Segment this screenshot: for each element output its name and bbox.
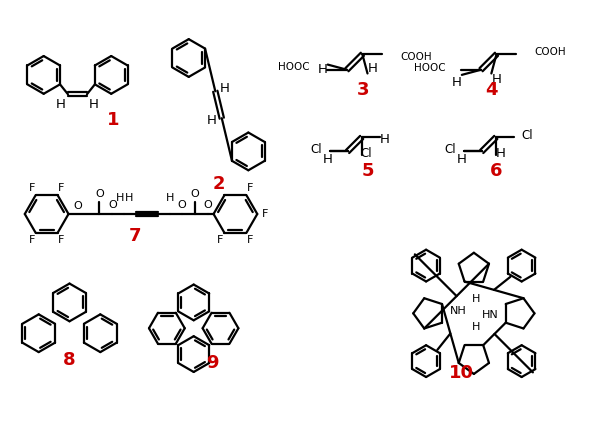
Text: F: F (29, 183, 35, 193)
Text: F: F (262, 209, 268, 219)
Text: H: H (125, 193, 134, 203)
Text: H: H (56, 98, 66, 111)
Text: H: H (116, 193, 125, 203)
Text: F: F (217, 235, 223, 245)
Text: Cl: Cl (361, 147, 373, 160)
Text: H: H (89, 98, 99, 111)
Text: HOOC: HOOC (414, 63, 445, 73)
Text: O: O (95, 189, 104, 199)
Text: O: O (73, 201, 82, 211)
Text: NH: NH (450, 306, 467, 316)
Text: O: O (109, 200, 117, 210)
Text: H: H (368, 62, 377, 75)
Text: 9: 9 (206, 354, 219, 372)
Text: H: H (491, 73, 501, 86)
Text: COOH: COOH (534, 47, 566, 57)
Text: Cl: Cl (444, 143, 456, 156)
Text: F: F (247, 235, 253, 245)
Text: H: H (323, 153, 332, 166)
Text: 1: 1 (107, 111, 119, 129)
Text: Cl: Cl (310, 143, 322, 156)
Text: HN: HN (482, 310, 498, 320)
Text: H: H (207, 114, 217, 127)
Text: COOH: COOH (400, 52, 432, 62)
Text: HOOC: HOOC (277, 62, 309, 72)
Text: H: H (452, 76, 462, 89)
Text: H: H (471, 322, 480, 332)
Text: O: O (203, 200, 212, 210)
Text: H: H (471, 294, 480, 305)
Text: 3: 3 (356, 81, 369, 99)
Text: H: H (496, 147, 506, 160)
Text: H: H (380, 133, 389, 146)
Text: H: H (457, 153, 467, 166)
Text: 7: 7 (129, 227, 141, 245)
Text: O: O (177, 200, 186, 210)
Text: F: F (29, 235, 35, 245)
Text: H: H (318, 63, 328, 76)
Text: 8: 8 (63, 351, 76, 369)
Text: H: H (220, 82, 230, 95)
Text: F: F (247, 183, 253, 193)
Text: H: H (166, 193, 174, 203)
Text: F: F (58, 183, 65, 193)
Text: 2: 2 (212, 175, 225, 193)
Text: F: F (58, 235, 65, 245)
Text: Cl: Cl (522, 129, 533, 142)
Text: O: O (190, 189, 199, 199)
Text: 4: 4 (486, 81, 498, 99)
Text: 10: 10 (449, 364, 473, 382)
Text: 6: 6 (489, 162, 502, 180)
Text: 5: 5 (361, 162, 374, 180)
